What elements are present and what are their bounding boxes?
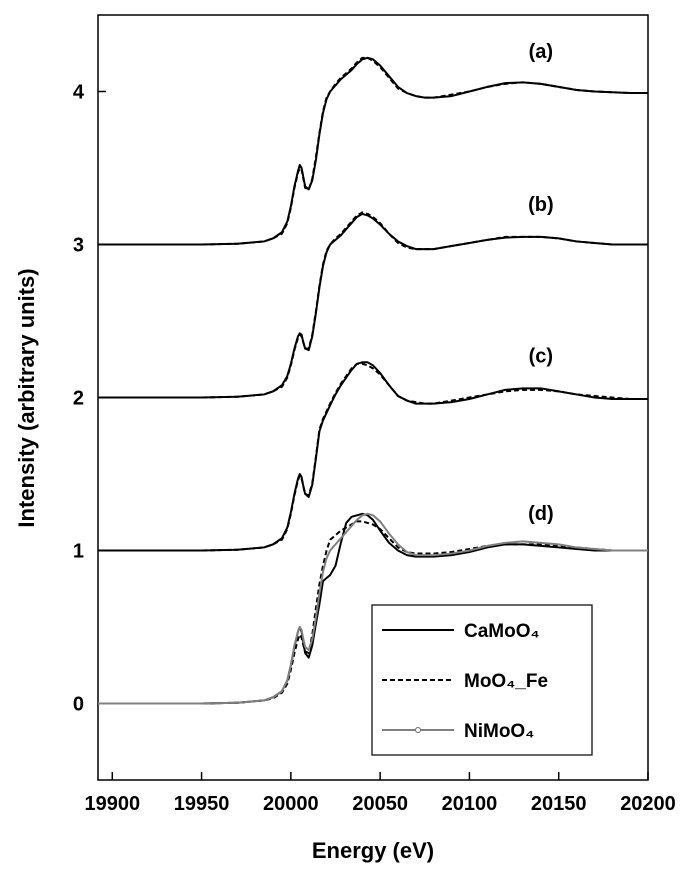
y-tick-label: 0	[73, 694, 84, 716]
curve-label: (a)	[529, 41, 553, 63]
curve-label: (c)	[529, 345, 553, 367]
y-tick-label: 3	[73, 235, 84, 257]
y-tick-label: 2	[73, 388, 84, 410]
legend-label: MoO₄_Fe	[464, 671, 548, 692]
x-tick-label: 20000	[263, 793, 319, 815]
curve-label: (d)	[528, 503, 554, 525]
series-line	[98, 56, 648, 246]
x-tick-label: 20050	[352, 793, 408, 815]
series-line	[98, 362, 648, 552]
x-tick-label: 20200	[620, 793, 676, 815]
series-line	[98, 361, 648, 552]
legend-label: CaMoO₄	[464, 621, 540, 642]
legend-label: NiMoO₄	[464, 721, 534, 742]
y-axis-title: Intensity (arbitrary units)	[14, 268, 39, 527]
legend-marker	[414, 726, 422, 734]
x-axis-title: Energy (eV)	[312, 838, 434, 863]
x-tick-label: 19900	[84, 793, 140, 815]
series-line	[98, 212, 648, 399]
series-line	[98, 56, 648, 246]
curve-label: (b)	[528, 194, 554, 216]
y-tick-label: 4	[73, 82, 85, 104]
series-line	[98, 211, 648, 399]
x-tick-label: 19950	[174, 793, 230, 815]
series-line	[98, 512, 648, 705]
x-tick-label: 20100	[442, 793, 498, 815]
x-tick-label: 20150	[531, 793, 587, 815]
series-line	[98, 520, 648, 705]
y-tick-label: 1	[73, 541, 84, 563]
